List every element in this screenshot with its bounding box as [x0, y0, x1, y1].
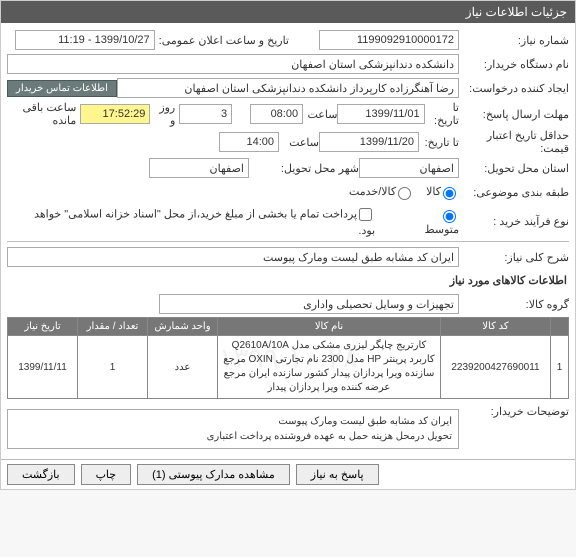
- items-section-label: اطلاعات کالاهای مورد نیاز: [7, 270, 569, 291]
- radio-goods[interactable]: [443, 187, 456, 200]
- items-table-wrap: ۱۳۹۹-۱۰-۲۸ کد کالا نام کالا واحد شمارش ت…: [7, 317, 569, 399]
- table-row[interactable]: 1 2239200427690011 کارتریج چاپگر لیزری م…: [8, 336, 569, 399]
- form-area: شماره نیاز: 1199092910000172 تاریخ و ساع…: [1, 23, 575, 459]
- footer-buttons: پاسخ به نیاز مشاهده مدارک پیوستی (1) چاپ…: [1, 459, 575, 489]
- buyer-org-label: نام دستگاه خریدار:: [459, 58, 569, 71]
- td-name: کارتریج چاپگر لیزری مشکی مدل Q2610A/10A …: [218, 336, 441, 399]
- time-label-1: ساعت: [303, 108, 337, 121]
- creator-label: ایجاد کننده درخواست:: [459, 82, 569, 95]
- deadline-label: مهلت ارسال پاسخ:: [459, 108, 569, 121]
- summary-title: ایران کد مشابه طبق لیست ومارک پیوست: [7, 247, 459, 267]
- th-unit: واحد شمارش: [148, 318, 218, 336]
- countdown: 17:52:29: [80, 104, 150, 124]
- price-valid-time: 14:00: [219, 132, 279, 152]
- radio-medium[interactable]: [443, 210, 456, 223]
- price-valid-date: 1399/11/20: [319, 132, 419, 152]
- need-no-label: شماره نیاز:: [459, 34, 569, 47]
- remain-label: ساعت باقی مانده: [7, 101, 76, 127]
- announce-value: 1399/10/27 - 11:19: [15, 30, 155, 50]
- need-no: 1199092910000172: [319, 30, 459, 50]
- td-qty: 1: [78, 336, 148, 399]
- group-value: تجهیزات و وسایل تحصیلی واداری: [159, 294, 459, 314]
- deadline-date: 1399/11/01: [337, 104, 424, 124]
- td-code: 2239200427690011: [441, 336, 551, 399]
- back-button[interactable]: بازگشت: [7, 464, 75, 485]
- td-n: 1: [551, 336, 569, 399]
- panel-title: جزئیات اطلاعات نیاز: [1, 1, 575, 23]
- contact-buyer-button[interactable]: اطلاعات تماس خریدار: [7, 80, 117, 97]
- deliver-city: اصفهان: [149, 158, 249, 178]
- treasury-check-label[interactable]: پرداخت تمام یا بخشی از مبلغ خرید،از محل …: [19, 205, 375, 237]
- notes-line1: ایران کد مشابه طبق لیست ومارک پیوست: [14, 414, 452, 429]
- details-panel: جزئیات اطلاعات نیاز شماره نیاز: 11990929…: [0, 0, 576, 490]
- th-rownum: [551, 318, 569, 336]
- group-label: گروه کالا:: [459, 298, 569, 311]
- deadline-time: 08:00: [250, 104, 303, 124]
- th-code: کد کالا: [441, 318, 551, 336]
- deliver-prov-label: استان محل تحویل:: [459, 162, 569, 175]
- separator-1: [7, 241, 569, 242]
- print-button[interactable]: چاپ: [81, 464, 132, 485]
- day-count: 3: [179, 104, 232, 124]
- day-word: روز و: [154, 101, 175, 127]
- notes-label: توضیحات خریدار:: [459, 405, 569, 418]
- notes-box: ایران کد مشابه طبق لیست ومارک پیوست تحوی…: [7, 409, 459, 449]
- price-valid-label: حداقل تاریخ اعتبار قیمت:: [459, 129, 569, 155]
- radio-service[interactable]: [398, 187, 411, 200]
- td-unit: عدد: [148, 336, 218, 399]
- deliver-prov: اصفهان: [359, 158, 459, 178]
- until-label-2: تا تاریخ:: [419, 136, 459, 149]
- until-label: تا تاریخ:: [425, 101, 459, 127]
- time-label-2: ساعت: [279, 136, 319, 149]
- attachments-button[interactable]: مشاهده مدارک پیوستی (1): [137, 464, 290, 485]
- budget-label: طبقه بندی موضوعی:: [459, 186, 569, 199]
- announce-label: تاریخ و ساعت اعلان عمومی:: [155, 34, 289, 47]
- th-qty: تعداد / مقدار: [78, 318, 148, 336]
- answer-button[interactable]: پاسخ به نیاز: [296, 464, 379, 485]
- buyer-org: دانشکده دندانپزشکی استان اصفهان: [7, 54, 459, 74]
- creator: رضا آهنگرزاده کارپرداز دانشکده دندانپزشک…: [117, 78, 459, 98]
- radio-medium-label[interactable]: متوسط: [407, 207, 459, 236]
- th-name: نام کالا: [218, 318, 441, 336]
- process-label: نوع فرآیند خرید :: [459, 215, 569, 228]
- notes-line2: تحویل درمحل هزینه حمل به عهده فروشنده پر…: [14, 429, 452, 444]
- td-date: 1399/11/11: [8, 336, 78, 399]
- th-date: تاریخ نیاز: [8, 318, 78, 336]
- summary-title-label: شرح کلی نیاز:: [459, 251, 569, 264]
- radio-service-label[interactable]: کالا/خدمت: [349, 184, 414, 200]
- deliver-city-label: شهر محل تحویل:: [249, 162, 359, 175]
- items-table: کد کالا نام کالا واحد شمارش تعداد / مقدا…: [7, 317, 569, 399]
- radio-goods-label[interactable]: کالا: [426, 184, 459, 200]
- treasury-check[interactable]: [359, 208, 372, 221]
